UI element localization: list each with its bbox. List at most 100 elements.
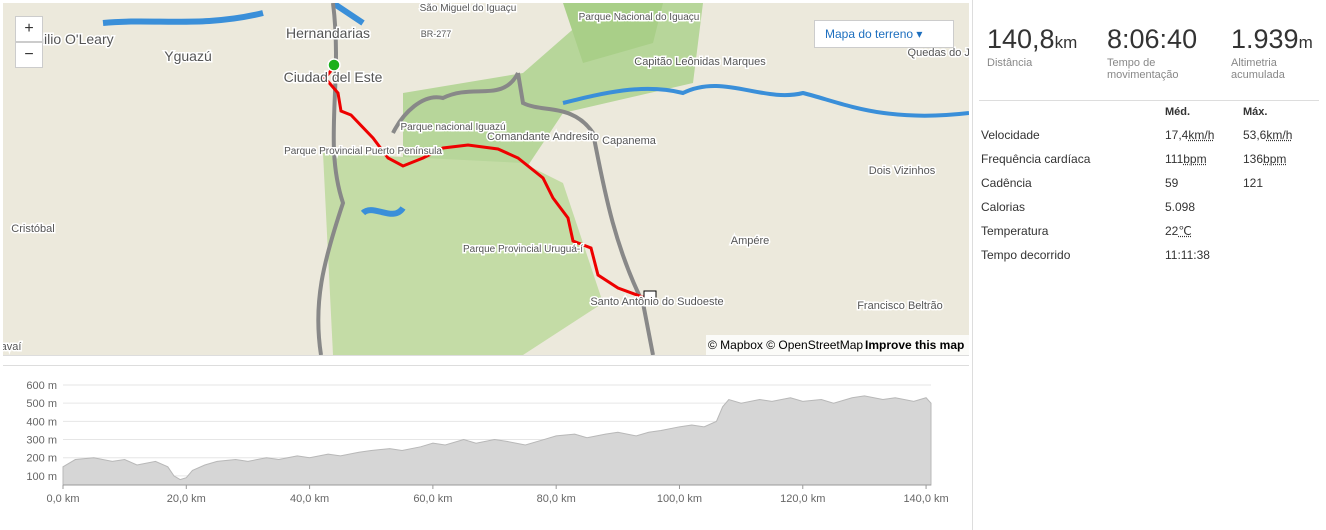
cell bbox=[1241, 219, 1319, 243]
stat-number: 140,8 bbox=[987, 24, 1055, 54]
stat-unit: km bbox=[1054, 33, 1078, 52]
x-tick-label: 40,0 km bbox=[290, 493, 329, 505]
cell-value: 111 bbox=[1165, 152, 1184, 166]
x-tick-label: 20,0 km bbox=[167, 493, 206, 505]
y-tick-label: 600 m bbox=[26, 380, 57, 392]
cell: 11:11:38 bbox=[1163, 243, 1241, 267]
map-label: Parque nacional Iguazú bbox=[400, 122, 505, 133]
stat-number: 1.939 bbox=[1231, 24, 1299, 54]
x-tick-label: 120,0 km bbox=[780, 493, 825, 505]
map-label: Yguazú bbox=[164, 48, 211, 64]
blank bbox=[979, 101, 1163, 124]
stat-label: Altimetria acumulada bbox=[1231, 57, 1285, 81]
stat-unit: m bbox=[1298, 33, 1313, 52]
cell bbox=[1241, 195, 1319, 219]
map-label: Parque Nacional do Iguaçu bbox=[579, 12, 700, 23]
stat-row: Temperatura 22℃ bbox=[979, 219, 1319, 243]
route bbox=[323, 66, 649, 301]
cell-value: 5.098 bbox=[1165, 200, 1196, 214]
park bbox=[563, 3, 663, 63]
stat-value: 1.939m bbox=[1231, 24, 1321, 55]
row-label: Cadência bbox=[981, 176, 1032, 190]
map-label: Parque Provincial Puerto Península bbox=[284, 146, 442, 157]
road bbox=[391, 72, 655, 355]
map-label: Francisco Beltrão bbox=[857, 300, 943, 312]
finish-marker bbox=[643, 290, 657, 304]
x-tick-label: 60,0 km bbox=[413, 493, 452, 505]
map-label: BR-277 bbox=[421, 29, 452, 39]
y-tick-label: 400 m bbox=[26, 416, 57, 428]
zoom-in[interactable]: + bbox=[15, 16, 43, 42]
x-tick-label: 0,0 km bbox=[46, 493, 79, 505]
map-label: Hernandarias bbox=[286, 25, 370, 41]
elevation-chart: 100 m 200 m 300 m 400 m 500 m 600 m 0,0 km 20,0… bbox=[26, 380, 948, 505]
zoom-out[interactable]: − bbox=[15, 42, 43, 68]
layer-button[interactable]: Mapa do terreno ▾ bbox=[814, 20, 954, 48]
attribution: © Mapbox © OpenStreetMap bbox=[708, 338, 863, 352]
stat-row: Velocidade 17,4km/h 53,6km/h bbox=[979, 123, 1319, 147]
stat: 1.939m Altimetria acumulada bbox=[1231, 24, 1321, 81]
map-label: Santo Antônio do Sudoeste bbox=[590, 296, 723, 308]
stat-label: Tempo de movimentação bbox=[1107, 57, 1179, 81]
cell: 111bpm bbox=[1163, 147, 1241, 171]
x-tick-label: 140,0 km bbox=[903, 493, 948, 505]
cell-value: 22 bbox=[1165, 224, 1179, 238]
cell bbox=[1241, 243, 1319, 267]
stats-panel: 140,8km Distância 8:06:40 Tempo de moviment… bbox=[972, 0, 1326, 530]
cell: 136bpm bbox=[1241, 147, 1319, 171]
map-label: avaí bbox=[3, 341, 21, 353]
cell-value: 136 bbox=[1243, 152, 1264, 166]
row-label: Temperatura bbox=[981, 224, 1049, 238]
x-tick-label: 100,0 km bbox=[657, 493, 702, 505]
map-label: Ciudad del Este bbox=[284, 69, 383, 85]
attribution-bg bbox=[706, 335, 969, 355]
stat: 8:06:40 Tempo de movimentação bbox=[1107, 24, 1197, 81]
layer-label: Mapa do terreno bbox=[825, 27, 914, 41]
stat-number: 8:06:40 bbox=[1107, 24, 1198, 54]
improve-link[interactable]: Improve this map bbox=[865, 338, 964, 352]
cell: 17,4km/h bbox=[1163, 123, 1241, 147]
map-label: Comandante Andresito bbox=[487, 131, 599, 143]
stat-value: 8:06:40 bbox=[1107, 24, 1197, 55]
stat: 140,8km Distância bbox=[987, 24, 1077, 69]
map-label: Capanema bbox=[602, 135, 657, 147]
cell-unit: bpm bbox=[1263, 152, 1287, 166]
header-row: Méd. Máx. bbox=[979, 101, 1319, 124]
cell: 59 bbox=[1163, 171, 1241, 195]
river bbox=[102, 3, 365, 26]
row-label: Tempo decorrido bbox=[981, 248, 1071, 262]
cell-unit: km/h bbox=[1188, 128, 1215, 142]
y-tick-label: 100 m bbox=[26, 471, 57, 483]
stat-row: Cadência 59 121 bbox=[979, 171, 1319, 195]
map[interactable]: São Miguel do Iguaçu milio O'Leary Hernand… bbox=[3, 3, 969, 355]
map-label: Quedas do Jei bbox=[908, 47, 969, 59]
start-marker bbox=[327, 58, 341, 72]
cell-value: 121 bbox=[1243, 176, 1264, 190]
map-label: São Miguel do Iguaçu bbox=[420, 3, 517, 14]
map-label: Ampére bbox=[731, 235, 770, 247]
row-label: Velocidade bbox=[981, 128, 1040, 142]
elevation-area bbox=[62, 395, 932, 486]
map-label: Parque Provincial Uruguá-í bbox=[463, 244, 583, 255]
map-label: Capitão Leônidas Marques bbox=[634, 56, 766, 68]
stat-value: 140,8km bbox=[987, 24, 1077, 55]
y-tick-label: 500 m bbox=[26, 398, 57, 410]
stat-row: Frequência cardíaca 111bpm 136bpm bbox=[979, 147, 1319, 171]
river bbox=[562, 83, 969, 118]
cell-value: 11:11:38 bbox=[1165, 248, 1210, 262]
stats-table: Méd. Máx. Velocidade 17,4km/h 53,6km/h Frequê… bbox=[979, 100, 1319, 267]
stat-row: Tempo decorrido 11:11:38 bbox=[979, 243, 1319, 267]
cell-value: 53,6 bbox=[1243, 128, 1267, 142]
river bbox=[360, 205, 406, 217]
y-tick-label: 300 m bbox=[26, 435, 57, 447]
cell: 53,6km/h bbox=[1241, 123, 1319, 147]
stat-label: Distância bbox=[987, 57, 1033, 69]
x-tick-label: 80,0 km bbox=[537, 493, 576, 505]
map-label: Cristóbal bbox=[11, 223, 54, 235]
column-header: Máx. bbox=[1243, 106, 1268, 118]
cell-unit: bpm bbox=[1183, 152, 1207, 166]
divider[interactable] bbox=[3, 355, 969, 366]
cell: 5.098 bbox=[1163, 195, 1241, 219]
stat-row: Calorias 5.098 bbox=[979, 195, 1319, 219]
